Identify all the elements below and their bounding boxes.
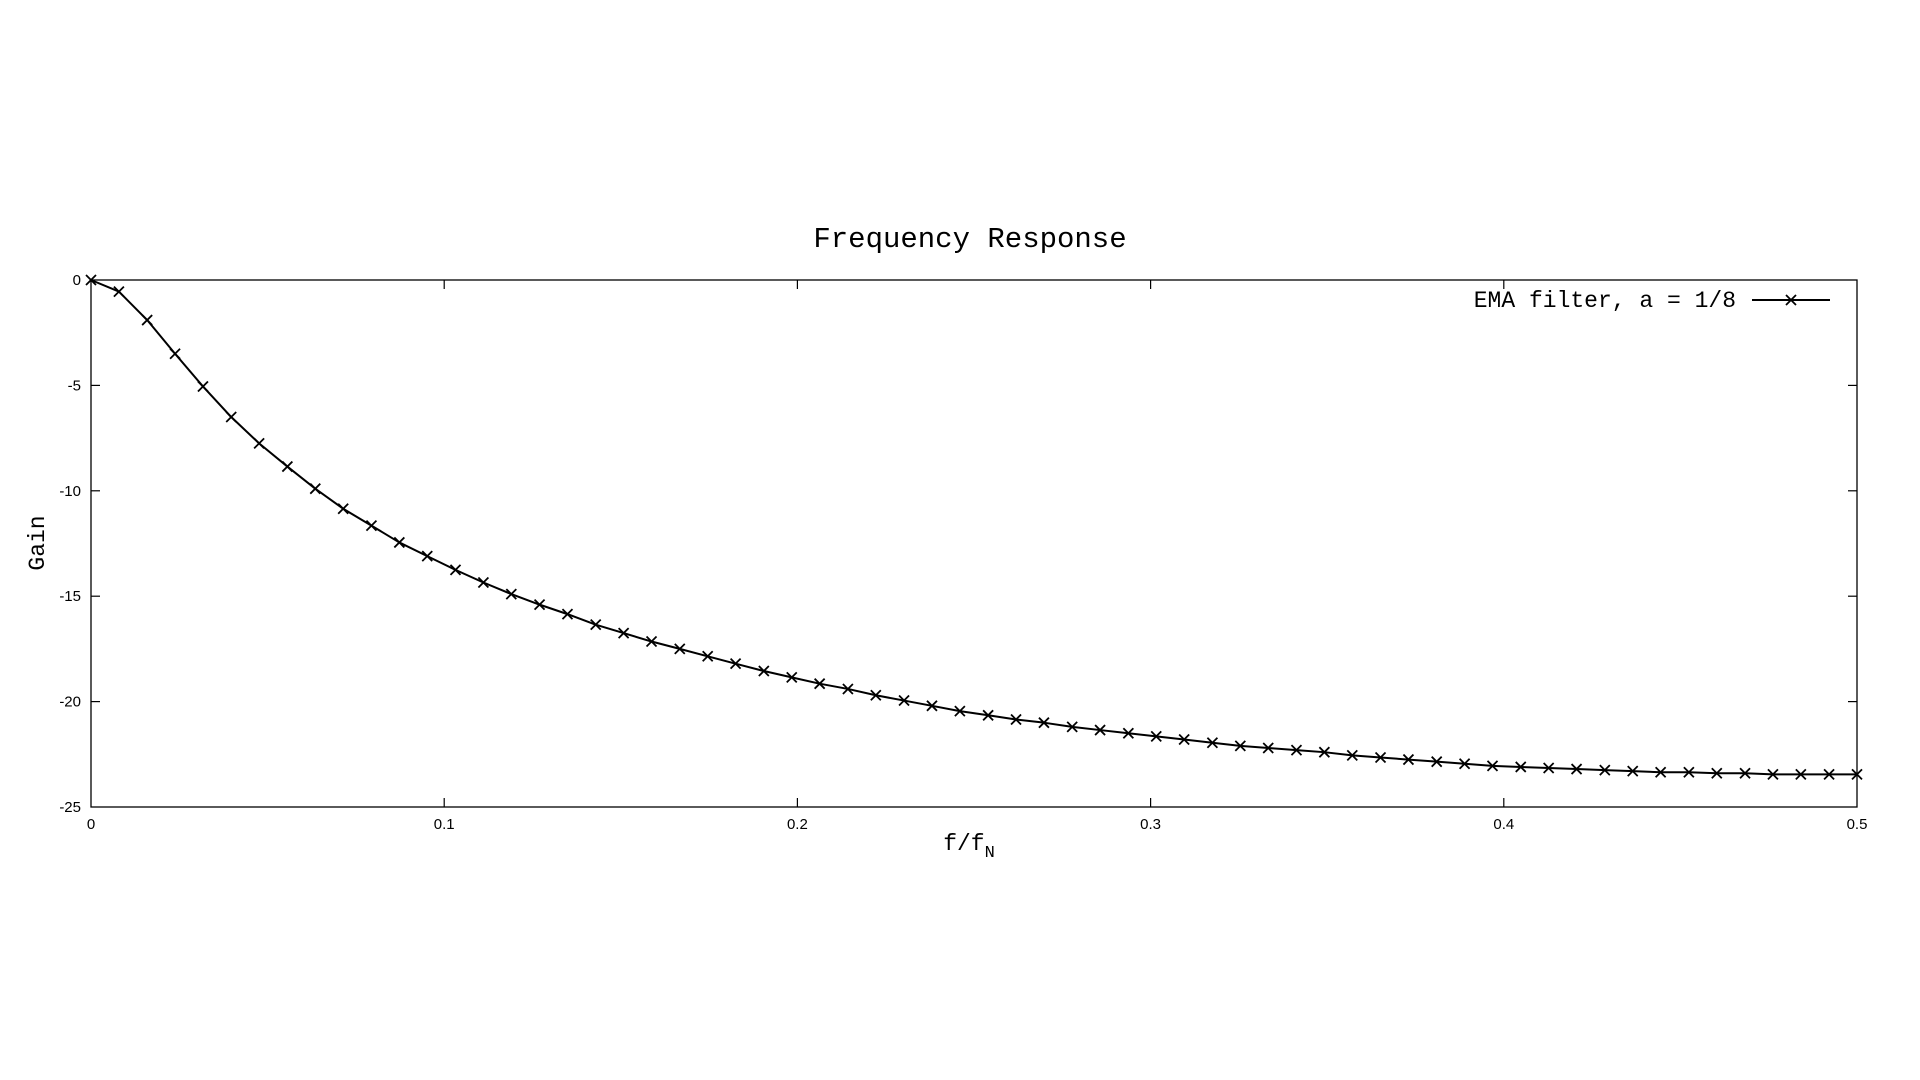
plot-frame	[90, 279, 1858, 808]
data-point	[1402, 753, 1415, 766]
data-point	[1543, 762, 1555, 774]
data-point	[1683, 766, 1695, 778]
x-tick-label: 0.1	[434, 816, 455, 833]
legend: EMA filter, a = 1/8	[1474, 288, 1830, 314]
data-point	[1150, 730, 1162, 743]
data-point	[1823, 768, 1835, 780]
y-tick-label: -20	[59, 694, 81, 711]
data-point	[1290, 744, 1303, 756]
data-point	[1711, 767, 1723, 779]
y-axis: 0 -5 -10 -15 -20 -25	[59, 272, 1857, 816]
x-axis-label-main: f/f	[943, 831, 984, 857]
data-point	[1234, 740, 1246, 752]
data-point	[1795, 768, 1807, 780]
data-point	[365, 519, 378, 532]
series-layer	[85, 274, 1863, 780]
data-point	[1570, 763, 1583, 775]
data-point	[1599, 764, 1611, 776]
data-point	[898, 694, 910, 707]
data-point	[1038, 717, 1050, 729]
data-point	[1178, 733, 1190, 746]
data-point	[1739, 767, 1751, 779]
x-tick-label: 0	[87, 816, 95, 833]
data-point	[1851, 768, 1863, 780]
data-point	[1767, 768, 1779, 780]
y-tick-label: -10	[59, 483, 81, 500]
data-point	[645, 635, 658, 648]
data-point	[926, 700, 938, 712]
data-point	[421, 550, 433, 562]
data-point	[1346, 749, 1358, 761]
x-axis-label-subscript: N	[985, 844, 995, 863]
data-point	[1318, 746, 1331, 758]
data-point	[870, 689, 882, 701]
data-point	[1374, 751, 1387, 764]
data-point	[1486, 760, 1499, 772]
data-point	[561, 608, 574, 620]
x-axis-label: f/fN	[943, 831, 995, 863]
series-line	[90, 279, 1857, 776]
x-tick-label: 0.3	[1140, 816, 1161, 833]
data-point	[449, 564, 462, 576]
data-point	[814, 678, 826, 690]
data-point	[954, 705, 966, 717]
data-point	[1458, 758, 1471, 770]
data-point	[309, 483, 321, 495]
data-point	[393, 536, 405, 549]
x-tick-label: 0.5	[1847, 816, 1868, 833]
data-point	[533, 598, 546, 611]
data-point	[1010, 713, 1022, 726]
data-point	[1627, 765, 1639, 777]
data-point	[253, 437, 265, 450]
y-tick-label: -25	[59, 799, 81, 816]
data-point	[1515, 761, 1527, 773]
data-point	[169, 348, 181, 360]
data-point	[113, 285, 125, 298]
data-point	[758, 665, 770, 677]
data-point	[729, 658, 742, 670]
data-point	[617, 627, 630, 639]
data-point	[674, 643, 686, 655]
legend-marker	[1785, 294, 1797, 306]
y-tick-label: -15	[59, 588, 81, 605]
data-point	[505, 588, 517, 600]
y-tick-label: -5	[68, 377, 81, 394]
data-point	[337, 503, 349, 515]
data-point	[1066, 721, 1078, 733]
data-point	[477, 576, 490, 589]
data-point	[1262, 742, 1274, 754]
data-point	[1654, 766, 1667, 778]
data-point	[85, 274, 97, 286]
data-point	[1122, 727, 1134, 739]
chart-title: Frequency Response	[813, 223, 1126, 256]
data-point	[590, 619, 602, 631]
data-point	[842, 683, 854, 695]
data-point	[1094, 724, 1106, 736]
x-tick-label: 0.2	[787, 816, 808, 833]
data-point	[197, 380, 209, 393]
data-point	[702, 650, 714, 662]
data-point	[1206, 737, 1219, 749]
x-tick-label: 0.4	[1493, 816, 1514, 833]
data-point	[786, 671, 798, 683]
x-axis: 0 0.1 0.2 0.3 0.4 0.5	[87, 280, 1868, 833]
data-point	[225, 411, 237, 423]
y-axis-label: Gain	[25, 515, 51, 570]
y-tick-label: 0	[73, 272, 81, 289]
data-point	[1431, 756, 1443, 768]
data-point	[281, 460, 294, 473]
data-point	[982, 709, 994, 721]
legend-label: EMA filter, a = 1/8	[1474, 288, 1736, 314]
data-point	[141, 314, 153, 326]
